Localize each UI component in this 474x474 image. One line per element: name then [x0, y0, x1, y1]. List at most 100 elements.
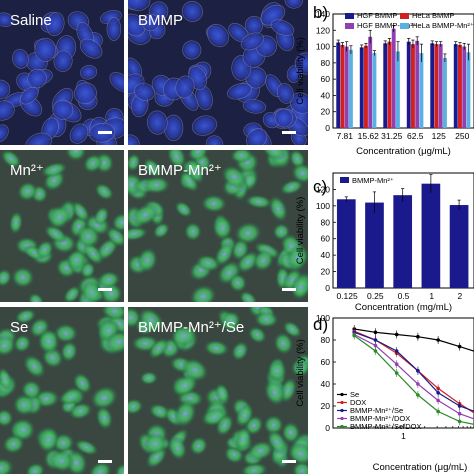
- scale-bar: [282, 288, 296, 291]
- legend-label: HGF BMMP-Mn²⁺: [357, 21, 417, 30]
- panel-letter: d): [313, 315, 328, 334]
- legend-label: HeLa BMMP: [412, 11, 455, 20]
- y-axis-title: Cell viability (%): [295, 339, 306, 407]
- legend-label: BMMP-Mn²⁺: [352, 176, 394, 185]
- bar: [406, 41, 411, 128]
- micrograph-1: Saline: [0, 0, 124, 145]
- x-tick-label: 2: [458, 291, 463, 301]
- bar: [438, 44, 443, 128]
- x-tick-label: 1: [401, 431, 406, 441]
- legend-label: HGF BMMP: [357, 11, 397, 20]
- y-tick-label: 20: [321, 267, 331, 277]
- x-tick-label: 0.5: [398, 291, 410, 301]
- series-line: [354, 328, 474, 352]
- plot-frame: [332, 13, 474, 129]
- micrograph-label: BMMP-Mn²⁺/Se: [138, 319, 244, 336]
- y-tick-label: 0: [325, 423, 330, 433]
- bar: [411, 44, 415, 128]
- bar: [336, 199, 356, 288]
- legend-label: BMMP-Mn²⁺/Se/DOX: [350, 422, 421, 431]
- y-tick-label: 60: [321, 234, 331, 244]
- legend-label: DOX: [350, 398, 366, 407]
- y-axis-title: Cell viability (%): [295, 37, 306, 105]
- y-tick-label: 20: [321, 107, 331, 117]
- bar: [453, 44, 458, 128]
- y-tick-label: 40: [321, 379, 331, 389]
- bar: [359, 47, 364, 129]
- x-tick-label: 7.81: [336, 131, 353, 141]
- y-tick-label: 60: [321, 357, 331, 367]
- x-tick-label: 0.125: [336, 291, 358, 301]
- bar: [434, 44, 439, 128]
- micrograph-3: Mn²⁺: [0, 150, 124, 302]
- x-tick-label: 15.62: [358, 131, 380, 141]
- bar: [365, 202, 384, 288]
- legend-marker: [340, 408, 344, 413]
- legend-marker: [340, 392, 344, 397]
- legend-swatch: [345, 13, 354, 19]
- scale-bar: [98, 131, 112, 134]
- micrograph-label: Saline: [10, 12, 52, 29]
- x-tick-label: 1: [429, 291, 434, 301]
- x-tick-label: 250: [455, 131, 469, 141]
- micrograph-label: BMMP-Mn²⁺: [138, 162, 222, 179]
- bar: [393, 195, 413, 288]
- micrograph-4: BMMP-Mn²⁺: [128, 150, 308, 302]
- bar: [336, 42, 341, 128]
- legend-swatch: [400, 23, 409, 29]
- x-axis-title: Concentration (μg/mL): [356, 146, 451, 157]
- y-tick-label: 60: [321, 74, 331, 84]
- bar: [430, 43, 435, 128]
- bar: [372, 53, 377, 129]
- legend-swatch: [400, 13, 409, 19]
- bar: [462, 46, 467, 129]
- y-axis-title: Cell viability (%): [295, 197, 306, 265]
- bar: [348, 49, 353, 129]
- y-tick-label: 140: [316, 9, 330, 19]
- bar: [340, 44, 345, 128]
- micrograph-label: BMMP: [138, 12, 183, 29]
- micrograph-label: Se: [10, 319, 28, 336]
- y-tick-label: 0: [325, 283, 330, 293]
- bar: [419, 53, 424, 129]
- bar: [466, 52, 471, 129]
- legend-marker: [340, 400, 344, 405]
- micrograph-grid: Saline BMMP Mn²⁺ BMMP-Mn²⁺ Se BMMP-Mn²⁺/Se: [0, 0, 308, 474]
- x-axis-title: Concentration (μg/mL): [373, 462, 468, 473]
- y-tick-label: 40: [321, 250, 331, 260]
- bar: [421, 183, 441, 288]
- panel-letter: b): [313, 3, 328, 22]
- bar: [442, 57, 447, 128]
- x-axis-title: Concentration (mg/mL): [355, 302, 452, 313]
- panel-c-chart: 0 20 40 60 80 100 120 0.125 0.25 0.5 1 2 Cell viabil…: [295, 172, 474, 313]
- legend-label: HeLa BMMP-Mn²⁺: [412, 21, 474, 30]
- bar: [415, 40, 420, 128]
- bar: [458, 44, 462, 128]
- scale-bar: [98, 460, 112, 463]
- x-tick-label: 31.25: [381, 131, 403, 141]
- panel-letter: c): [313, 177, 327, 196]
- legend-marker: [340, 416, 344, 421]
- y-tick-label: 80: [321, 217, 331, 227]
- panel-d-chart: 0204060801001SeDOXBMMP-Mn²⁺/SeBMMP-Mn²⁺/…: [295, 313, 474, 473]
- y-tick-label: 40: [321, 90, 331, 100]
- bar: [364, 45, 368, 128]
- scale-bar: [98, 288, 112, 291]
- bar: [387, 41, 392, 128]
- bar: [368, 36, 373, 128]
- y-tick-label: 80: [321, 58, 331, 68]
- y-tick-label: 120: [316, 25, 330, 35]
- y-tick-label: 20: [321, 401, 331, 411]
- legend-marker: [340, 424, 344, 429]
- bar: [383, 43, 388, 128]
- micrograph-label: Mn²⁺: [10, 162, 44, 179]
- micrograph-2: BMMP: [128, 0, 308, 145]
- y-tick-label: 80: [321, 335, 331, 345]
- y-tick-label: 100: [316, 42, 330, 52]
- legend-swatch: [345, 23, 354, 29]
- scale-bar: [282, 131, 296, 134]
- legend-label: Se: [350, 390, 359, 399]
- micrograph-5: Se: [0, 307, 124, 474]
- x-tick-label: 125: [432, 131, 446, 141]
